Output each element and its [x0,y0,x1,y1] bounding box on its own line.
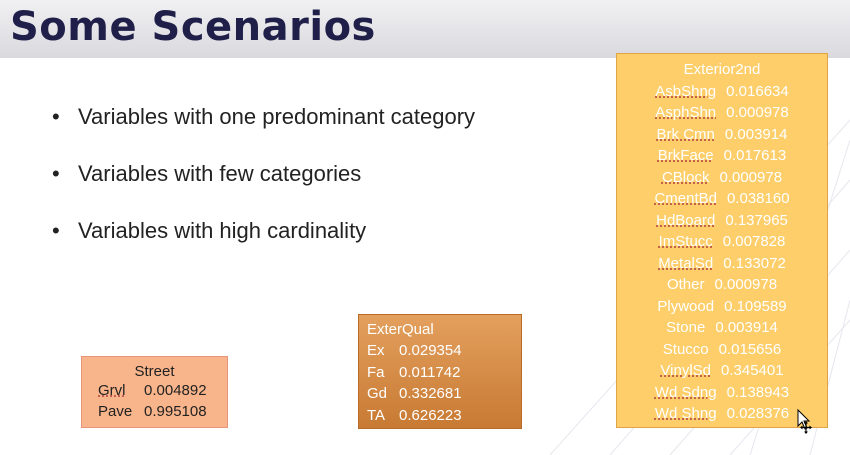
title-band [0,0,850,58]
bullet-dot-icon: • [52,218,60,243]
move-cursor-icon [797,408,812,434]
category-label: Stone [666,319,706,336]
frequency-value: 0.332681 [399,385,462,402]
bullet-text: Variables with high cardinality [78,218,367,243]
category-label: Wd Shng [654,405,717,422]
category-label: VinylSd [660,362,711,379]
category-label: MetalSd [658,254,714,272]
frequency-value: 0.138943 [726,383,790,401]
frequency-value: 0.000978 [726,104,789,121]
category-label: Gd [367,385,388,402]
bullet-list: • Variables with one predominant categor… [52,104,475,275]
category-label: CBlock [661,168,710,186]
exterqual-table-header: ExterQual [367,321,434,338]
category-label: BrkFace [657,147,714,164]
street-frequency-table: Street Grvl 0.004892 Pave 0.995108 [81,356,228,428]
frequency-value: 0.038160 [726,190,790,207]
frequency-value: 0.028376 [726,405,790,422]
table-row: AsbShng 0.016634 [617,81,827,103]
frequency-value: 0.137965 [725,211,788,229]
frequency-value: 0.015656 [718,340,782,358]
category-label: Pave [98,403,133,420]
category-label: ImStucc [658,233,713,250]
table-row: Stone 0.003914 [617,317,827,339]
category-label: AsbShng [655,82,717,100]
bullet-dot-icon: • [52,161,60,186]
frequency-value: 0.000978 [719,168,783,186]
frequency-value: 0.995108 [144,403,207,420]
category-label: Ex [367,342,385,359]
frequency-value: 0.133072 [723,254,786,272]
table-row: Other 0.000978 [617,274,827,296]
exterior2nd-table-header: Exterior2nd [683,61,761,78]
category-label: Brk Cmn [656,125,715,143]
table-row: Ex 0.029354 [367,340,521,362]
frequency-value: 0.007828 [722,233,786,250]
bullet-item: • Variables with few categories [52,161,475,218]
table-row: BrkFace 0.017613 [617,145,827,167]
frequency-value: 0.011742 [399,363,461,381]
bullet-item: • Variables with high cardinality [52,218,475,275]
category-label: Wd Sdng [654,383,717,401]
frequency-value: 0.004892 [144,382,207,399]
table-row: Wd Shng 0.028376 [617,403,827,425]
table-row: HdBoard 0.137965 [617,210,827,232]
frequency-value: 0.003914 [724,125,788,143]
table-row: ImStucc 0.007828 [617,231,827,253]
table-row: MetalSd 0.133072 [617,253,827,275]
exterior2nd-frequency-table: Exterior2nd AsbShng 0.016634 AsphShn 0.000… [616,53,828,428]
table-row: Gd 0.332681 [367,383,521,405]
category-label: Stucco [662,340,709,358]
category-label: TA [367,406,386,424]
frequency-value: 0.626223 [399,406,462,424]
frequency-value: 0.109589 [724,297,787,315]
table-row: Brk Cmn 0.003914 [617,124,827,146]
table-row: TA 0.626223 [367,405,521,427]
table-row: Fa 0.011742 [367,362,521,384]
table-row: CBlock 0.000978 [617,167,827,189]
bullet-text: Variables with few categories [78,161,362,186]
frequency-value: 0.000978 [714,276,778,293]
frequency-value: 0.003914 [715,319,778,336]
table-row: CmentBd 0.038160 [617,188,827,210]
category-label: AsphShn [655,104,717,121]
table-row: Grvl 0.004892 [82,380,227,401]
table-row: Wd Sdng 0.138943 [617,382,827,404]
bullet-text: Variables with one predominant category [78,104,476,129]
table-row: Pave 0.995108 [82,401,227,422]
category-label: Fa [367,363,385,381]
category-label: Grvl [98,382,126,399]
slide-title: Some Scenarios [10,4,376,50]
street-table-header: Street [134,363,175,380]
table-row: Plywood 0.109589 [617,296,827,318]
bullet-dot-icon: • [52,104,60,129]
category-label: HdBoard [656,211,716,229]
exterqual-frequency-table: ExterQual Ex 0.029354 Fa 0.011742 Gd 0.3… [358,314,522,429]
frequency-value: 0.029354 [399,342,462,359]
bullet-item: • Variables with one predominant categor… [52,104,475,161]
table-row: Stucco 0.015656 [617,339,827,361]
frequency-value: 0.345401 [721,362,784,379]
frequency-value: 0.017613 [723,147,787,164]
table-row: VinylSd 0.345401 [617,360,827,382]
category-label: CmentBd [654,190,717,207]
category-label: Plywood [657,297,715,315]
table-row: AsphShn 0.000978 [617,102,827,124]
category-label: Other [666,276,705,293]
frequency-value: 0.016634 [726,82,789,100]
